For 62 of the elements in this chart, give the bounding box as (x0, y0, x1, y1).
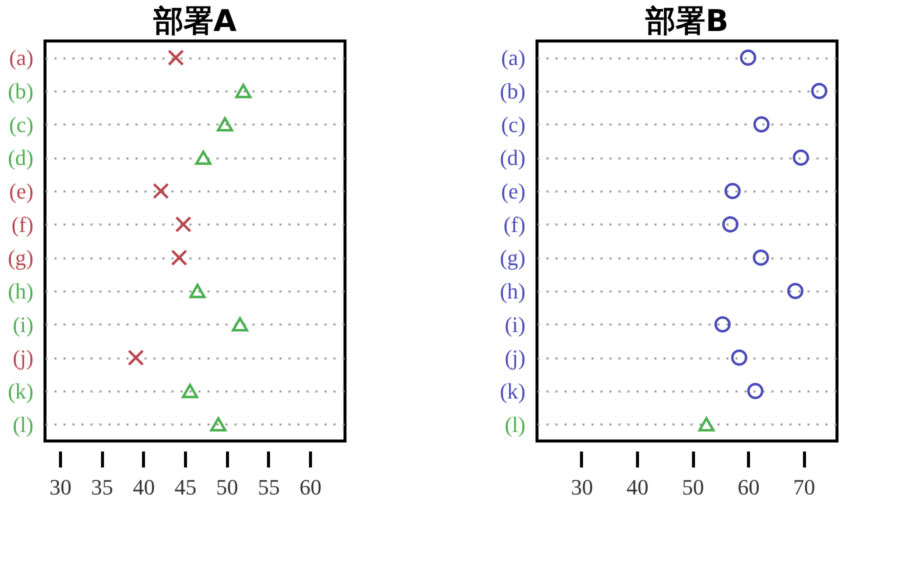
y-tick-label: (b) (500, 78, 526, 104)
y-tick-label: (d) (8, 145, 34, 170)
y-tick-label: (l) (12, 412, 34, 437)
y-tick-label: (j) (12, 345, 34, 370)
x-tick-label: 40 (626, 474, 648, 500)
y-tick-label: (c) (9, 112, 34, 137)
y-tick-label: (l) (504, 412, 526, 437)
point (232, 317, 248, 332)
point (753, 116, 770, 132)
point (698, 417, 715, 432)
x-tick-label: 45 (174, 474, 196, 500)
y-tick-label: (h) (500, 278, 526, 304)
point (787, 282, 804, 300)
x-tick-label: 50 (216, 474, 238, 500)
point (792, 150, 810, 166)
point (714, 316, 731, 332)
y-tick-label: (g) (8, 245, 34, 270)
y-tick-label: (h) (8, 278, 34, 304)
point (740, 50, 756, 66)
x-tick-label: 55 (258, 474, 280, 500)
x-tick-label: 35 (91, 474, 114, 500)
x-tick-label: 50 (682, 474, 704, 500)
point (724, 182, 741, 200)
point (752, 250, 770, 266)
y-tick-label: (a) (9, 45, 34, 70)
point (722, 216, 738, 232)
point (210, 417, 226, 432)
point (235, 84, 252, 98)
y-tick-label: (k) (8, 378, 34, 404)
chart-title: 部署B (644, 4, 728, 39)
y-tick-label: (c) (501, 112, 526, 137)
x-tick-label: 30 (50, 474, 72, 500)
y-tick-label: (d) (500, 145, 526, 170)
x-tick-label: 40 (132, 474, 155, 500)
point (189, 284, 206, 298)
point (171, 250, 188, 266)
y-tick-label: (k) (500, 378, 526, 404)
y-tick-label: (b) (8, 78, 34, 104)
y-tick-label: (i) (12, 312, 34, 337)
point (216, 117, 234, 132)
point (175, 216, 192, 232)
point (811, 82, 828, 100)
point (128, 350, 144, 366)
point (747, 382, 764, 400)
x-tick-label: 60 (300, 474, 322, 500)
point (195, 150, 212, 165)
y-tick-label: (e) (9, 178, 34, 204)
point (731, 350, 748, 366)
x-tick-label: 60 (738, 474, 760, 500)
chart-title: 部署A (152, 4, 238, 39)
y-tick-label: (j) (504, 345, 526, 370)
y-tick-label: (f) (504, 212, 526, 237)
x-tick-label: 30 (570, 474, 593, 500)
point (182, 384, 198, 398)
x-tick-label: 70 (793, 474, 816, 500)
y-tick-label: (g) (500, 245, 526, 270)
point (168, 50, 184, 66)
y-tick-label: (a) (501, 45, 526, 70)
y-tick-label: (i) (504, 312, 526, 337)
point (152, 182, 169, 200)
y-tick-label: (f) (12, 212, 34, 237)
y-tick-label: (e) (501, 178, 526, 204)
